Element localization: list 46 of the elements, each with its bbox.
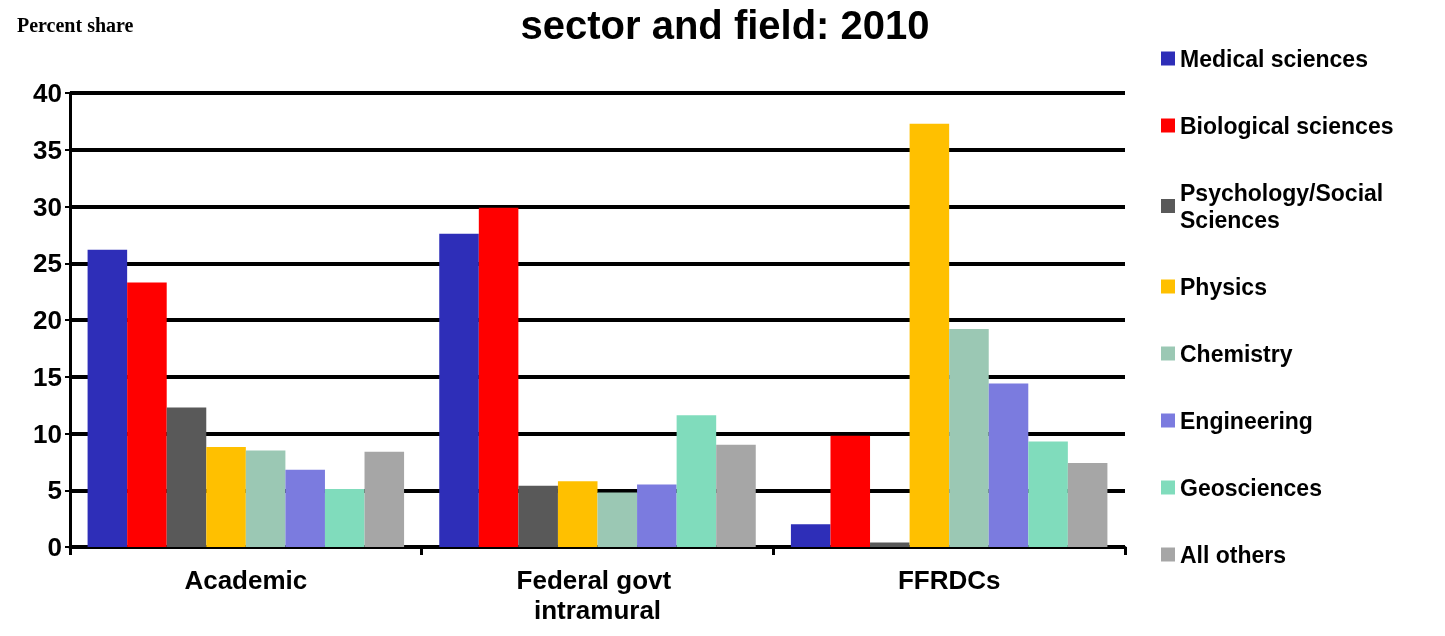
y-tick-label: 30 (33, 191, 62, 222)
y-tick-label: 40 (33, 78, 62, 108)
legend-label: Biological sciences (1180, 112, 1394, 139)
bar (439, 233, 479, 547)
legend-label: Psychology/Social Sciences (1180, 179, 1390, 233)
x-tick-label: Academic (184, 565, 308, 595)
bar (324, 489, 365, 547)
bar (557, 481, 598, 547)
bar (87, 249, 128, 547)
bar (597, 492, 638, 547)
legend-label: Medical sciences (1180, 45, 1368, 72)
bar (518, 485, 558, 547)
y-tick-label: 20 (33, 305, 62, 335)
y-tick-label: 0 (47, 532, 62, 562)
bar (870, 542, 910, 547)
bar (245, 450, 286, 547)
legend-label: Physics (1180, 273, 1267, 300)
bar (364, 451, 405, 547)
x-tick-label: Federal govt intramural (516, 565, 679, 625)
bar (285, 469, 325, 547)
bar (166, 407, 207, 547)
y-axis-title: Percent share (17, 14, 134, 36)
bar (478, 207, 519, 547)
bar (676, 415, 717, 547)
y-tick-label: 15 (33, 361, 62, 392)
bar (1028, 441, 1068, 547)
legend-label: Geosciences (1180, 474, 1322, 501)
bar (637, 484, 677, 547)
bar (988, 383, 1029, 547)
legend-label: Chemistry (1180, 340, 1293, 367)
y-tick-label: 35 (33, 134, 62, 165)
x-tick-label: FFRDCs (897, 565, 1001, 595)
chart-title: sector and field: 2010 (520, 3, 930, 47)
bar (127, 282, 167, 547)
bar (830, 435, 871, 547)
legend-label: Engineering (1180, 407, 1313, 434)
bar (716, 444, 756, 547)
y-tick-label: 25 (33, 248, 62, 279)
legend-label: All others (1180, 541, 1287, 568)
bar (949, 329, 989, 547)
bar (909, 123, 950, 547)
bar (206, 447, 246, 547)
y-tick-label: 10 (33, 418, 62, 449)
bar (790, 524, 831, 547)
y-tick-label: 5 (47, 475, 62, 506)
bar (1067, 463, 1108, 547)
